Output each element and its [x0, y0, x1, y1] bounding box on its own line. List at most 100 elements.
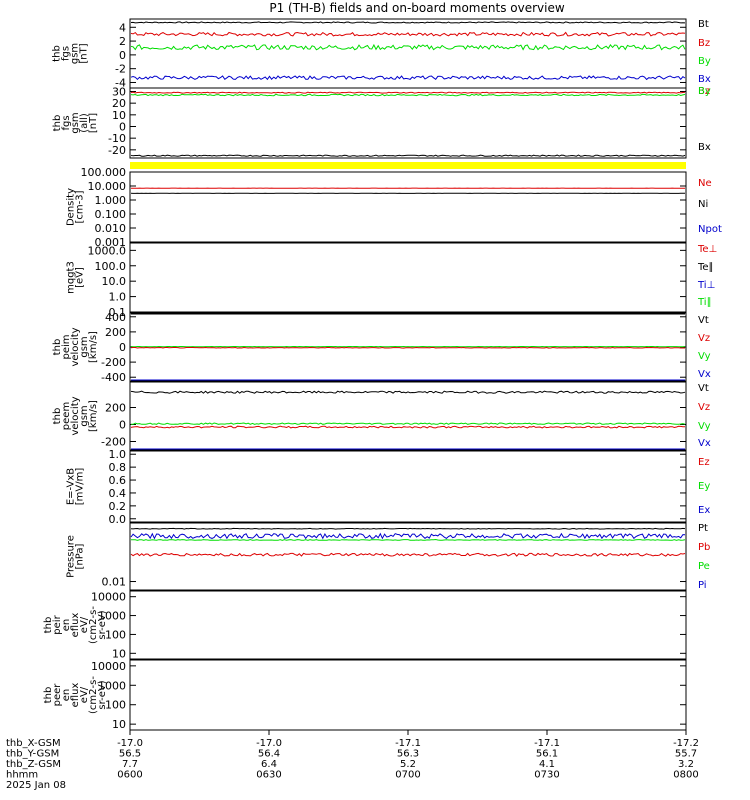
y-tick-label: 1.0 — [109, 448, 127, 461]
y-axis-label-line: gsm — [70, 43, 81, 64]
x-axis-row-label: thb_Y-GSM — [6, 749, 59, 760]
legend-entry: Ex — [698, 505, 710, 516]
legend-entry: Vt — [698, 383, 709, 394]
y-tick-label: 200 — [105, 326, 126, 339]
x-axis-row-label: thb_X-GSM — [6, 738, 61, 749]
y-axis-label-line: peem — [61, 402, 72, 430]
x-tick-value: 0800 — [673, 770, 698, 781]
chart-title: P1 (TH-B) fields and on-board moments ov… — [269, 1, 565, 15]
series-line — [130, 91, 686, 94]
y-axis-label-line: fgs — [61, 115, 72, 130]
x-tick-value: 7.7 — [122, 759, 138, 770]
legend-entry: Vx — [698, 438, 711, 449]
y-tick-label: 1000 — [98, 679, 126, 692]
y-tick-label: 100 — [105, 699, 126, 712]
y-axis-label-line: velocity — [70, 327, 81, 366]
series-line — [130, 31, 686, 37]
y-axis-label-line: peir — [52, 614, 63, 634]
y-tick-label: 0 — [119, 49, 126, 62]
x-tick-value: 56.4 — [258, 749, 280, 760]
legend-entry: Bz — [698, 38, 710, 49]
y-tick-label: -200 — [101, 436, 126, 449]
legend-entry: Pe — [698, 561, 710, 572]
y-tick-label: -400 — [101, 371, 126, 384]
x-tick-value: 56.1 — [536, 749, 558, 760]
x-tick-value: 6.4 — [261, 759, 277, 770]
y-tick-label: 0 — [119, 341, 126, 354]
y-tick-label: 0.001 — [95, 236, 127, 249]
y-tick-label: 1000.0 — [88, 244, 127, 257]
panel-frame — [129, 18, 687, 89]
y-axis-label-line: eflux — [70, 613, 81, 638]
y-tick-label: 10.000 — [88, 180, 127, 193]
legend-entry: Bx — [698, 142, 711, 153]
series-line — [130, 21, 686, 24]
x-axis-row-label: hhmm — [6, 770, 38, 781]
panel-frame — [129, 171, 687, 243]
x-tick-value: 0730 — [534, 770, 559, 781]
y-axis-label-line: Density — [66, 188, 77, 226]
legend-entry: By — [698, 86, 711, 97]
y-tick-label: 100.000 — [81, 166, 127, 179]
panel-frame — [129, 381, 687, 451]
y-tick-label: 2 — [119, 35, 126, 48]
y-tick-label: 0.6 — [109, 474, 127, 487]
y-axis-label-line: peer — [52, 683, 63, 707]
y-axis-label-line: en — [61, 619, 72, 632]
panel-frame — [129, 450, 687, 523]
y-tick-label: 10 — [112, 109, 126, 122]
panel-frame — [129, 522, 687, 591]
y-tick-label: 0.01 — [102, 576, 127, 589]
legend-entry: Pt — [698, 523, 708, 534]
x-tick-value: 55.7 — [675, 749, 697, 760]
y-axis-label-line: (all) — [79, 113, 90, 133]
legend-entry: Vz — [698, 333, 710, 344]
legend-entry: Ti⊥ — [697, 280, 715, 291]
y-tick-label: 1.000 — [95, 194, 127, 207]
y-tick-label: 10000 — [91, 660, 126, 673]
series-line — [130, 93, 686, 97]
legend-entry: Npot — [698, 224, 722, 235]
y-axis-label-line: thb — [52, 115, 63, 132]
x-tick-value: -17.0 — [256, 738, 282, 749]
legend-entry: By — [698, 56, 711, 67]
flag-bar — [130, 162, 686, 169]
x-tick-value: -17.0 — [117, 738, 143, 749]
y-axis-label-line: eV/ — [79, 686, 90, 703]
x-tick-value: 56.3 — [397, 749, 419, 760]
x-tick-value: 3.2 — [678, 759, 694, 770]
y-axis-label-line: eV/ — [79, 616, 90, 633]
panels-group: 420-2-4thbfgsgsm[nT]BtBzByBx3020100-10-2… — [43, 18, 722, 731]
y-axis-label-line: thb — [52, 45, 63, 62]
x-tick-value: -17.1 — [534, 738, 560, 749]
series-line — [130, 422, 686, 425]
y-axis-label-line: Pressure — [66, 535, 77, 578]
y-tick-label: 0.4 — [109, 487, 127, 500]
legend-entry: Te⊥ — [697, 244, 717, 255]
y-axis-label-line: [nT] — [88, 113, 99, 133]
y-axis-label-line: fgs — [61, 46, 72, 61]
y-tick-label: 400 — [105, 311, 126, 324]
y-tick-label: 20 — [112, 97, 126, 110]
panel-frame — [129, 242, 687, 313]
x-tick-value: 0600 — [117, 770, 142, 781]
y-axis-label-line: gsm — [79, 405, 90, 426]
y-tick-label: 0.0 — [109, 513, 127, 526]
legend-entry: Ey — [698, 481, 710, 492]
y-tick-label: 0.2 — [109, 500, 127, 513]
y-axis-label-line: E=-VxB — [66, 468, 77, 505]
y-tick-label: 0 — [119, 419, 126, 432]
x-axis-row-label: 2025 Jan 08 — [6, 780, 66, 791]
legend-entry: Ni — [698, 199, 708, 210]
series-line — [131, 538, 686, 541]
series-line — [130, 43, 686, 51]
legend-entry: Vx — [698, 369, 711, 380]
legend-entry: Bt — [698, 19, 709, 30]
y-tick-label: 10 — [112, 718, 126, 731]
y-axis-label-line: (cm2-s- — [88, 606, 99, 644]
y-axis-label-line: [eV] — [75, 267, 86, 288]
